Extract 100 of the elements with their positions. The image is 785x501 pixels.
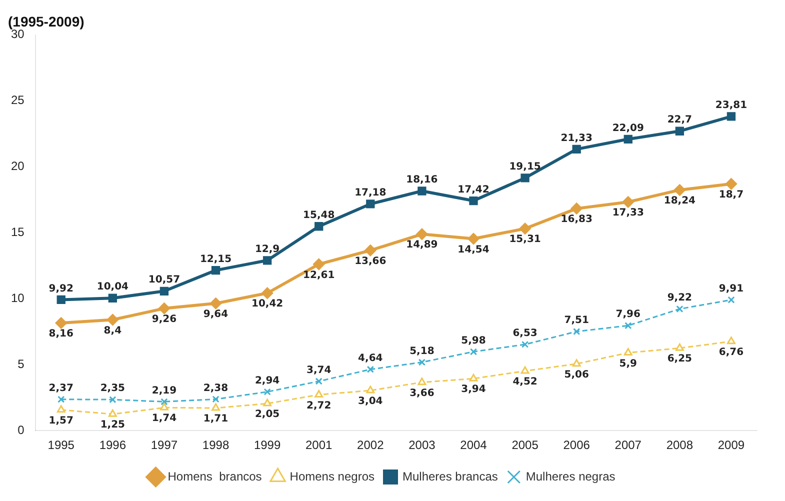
point bbox=[418, 358, 426, 366]
x-tick-label: 1998 bbox=[202, 438, 230, 452]
data-label: 10,42 bbox=[251, 298, 284, 310]
point bbox=[416, 228, 428, 240]
point bbox=[469, 374, 478, 382]
data-label: 17,33 bbox=[612, 208, 644, 219]
point bbox=[158, 302, 170, 314]
point bbox=[210, 298, 222, 309]
x-tick-label: 2002 bbox=[357, 438, 384, 452]
data-label: 1,74 bbox=[152, 413, 177, 424]
x-tick-label: 2006 bbox=[563, 438, 590, 452]
chart-title: (1995-2009) bbox=[8, 13, 84, 30]
point bbox=[364, 244, 376, 256]
data-label: 9,26 bbox=[152, 314, 177, 326]
data-label: 1,71 bbox=[203, 414, 228, 425]
point bbox=[366, 366, 374, 373]
point bbox=[675, 126, 684, 136]
x-tick-label: 2004 bbox=[460, 438, 488, 452]
data-label: 9,92 bbox=[48, 283, 74, 294]
point bbox=[264, 388, 271, 396]
data-label: 14,54 bbox=[458, 244, 490, 256]
point bbox=[573, 328, 580, 336]
y-tick-label: 0 bbox=[18, 422, 25, 437]
point bbox=[262, 288, 273, 299]
point bbox=[56, 317, 67, 328]
point bbox=[418, 186, 426, 196]
x-tick-label: 2007 bbox=[614, 438, 642, 452]
data-label: 5,06 bbox=[564, 369, 589, 380]
point bbox=[468, 233, 479, 244]
data-label: 9,22 bbox=[667, 292, 692, 304]
data-label: 10,04 bbox=[96, 282, 129, 293]
point bbox=[418, 378, 426, 386]
point bbox=[624, 134, 632, 144]
point bbox=[108, 409, 117, 417]
y-tick-label: 5 bbox=[18, 356, 25, 371]
point bbox=[727, 336, 736, 344]
point bbox=[572, 359, 581, 367]
point bbox=[314, 222, 324, 231]
point bbox=[313, 258, 324, 270]
data-label: 12,9 bbox=[254, 244, 280, 255]
data-label: 10,57 bbox=[148, 274, 180, 286]
data-label: 3,74 bbox=[306, 364, 332, 376]
data-label: 18,7 bbox=[718, 189, 744, 200]
point bbox=[211, 266, 220, 275]
point bbox=[212, 396, 220, 403]
point bbox=[624, 348, 632, 356]
point bbox=[315, 378, 322, 385]
point bbox=[521, 340, 529, 348]
data-label: 19,15 bbox=[509, 162, 541, 173]
x-tick-label: 2008 bbox=[666, 438, 694, 452]
data-label: 5,9 bbox=[619, 358, 638, 370]
data-label: 1,25 bbox=[100, 420, 126, 431]
point bbox=[262, 256, 272, 265]
data-label: 17,18 bbox=[354, 188, 386, 199]
data-label: 21,33 bbox=[560, 132, 592, 144]
point bbox=[571, 203, 582, 214]
legend-label: Homens negros bbox=[290, 469, 375, 484]
data-label: 2,05 bbox=[254, 409, 280, 420]
data-label: 14,89 bbox=[406, 240, 438, 251]
x-tick-label: 1999 bbox=[254, 438, 281, 452]
y-tick-label: 25 bbox=[10, 93, 25, 108]
y-tick-label: 15 bbox=[10, 225, 25, 240]
x-tick-label: 1997 bbox=[150, 438, 178, 452]
data-label: 8,16 bbox=[48, 328, 74, 340]
point bbox=[56, 405, 66, 413]
x-tick-label: 2005 bbox=[512, 438, 539, 452]
y-tick-label: 10 bbox=[10, 290, 25, 305]
data-label: 7,51 bbox=[564, 315, 589, 326]
point bbox=[109, 396, 116, 404]
point bbox=[520, 366, 530, 374]
data-label: 22,7 bbox=[667, 114, 692, 126]
point bbox=[56, 295, 66, 304]
point bbox=[622, 196, 634, 208]
x-tick-label: 2001 bbox=[306, 438, 333, 452]
legend-label: Homens brancos bbox=[168, 469, 262, 484]
point bbox=[108, 294, 117, 302]
data-label: 18,24 bbox=[664, 196, 696, 207]
data-label: 6,76 bbox=[718, 347, 744, 358]
data-label: 23,81 bbox=[715, 100, 748, 112]
data-label: 3,04 bbox=[358, 396, 383, 408]
data-label: 4,52 bbox=[512, 376, 538, 388]
x-tick-label: 2003 bbox=[408, 438, 436, 452]
point bbox=[726, 178, 737, 190]
point bbox=[58, 396, 65, 403]
data-label: 15,31 bbox=[509, 234, 541, 246]
point bbox=[624, 322, 632, 330]
point bbox=[470, 348, 478, 356]
point bbox=[675, 343, 684, 351]
data-label: 2,72 bbox=[306, 400, 332, 412]
data-label: 17,42 bbox=[458, 184, 490, 196]
data-label: 5,98 bbox=[461, 335, 486, 346]
point bbox=[160, 398, 168, 406]
point bbox=[366, 386, 375, 394]
point bbox=[520, 174, 530, 182]
data-label: 2,94 bbox=[254, 375, 280, 386]
point bbox=[469, 196, 478, 206]
data-label: 7,96 bbox=[616, 309, 641, 320]
data-label: 6,25 bbox=[667, 354, 692, 365]
point bbox=[366, 200, 375, 208]
data-label: 2,37 bbox=[48, 382, 74, 394]
